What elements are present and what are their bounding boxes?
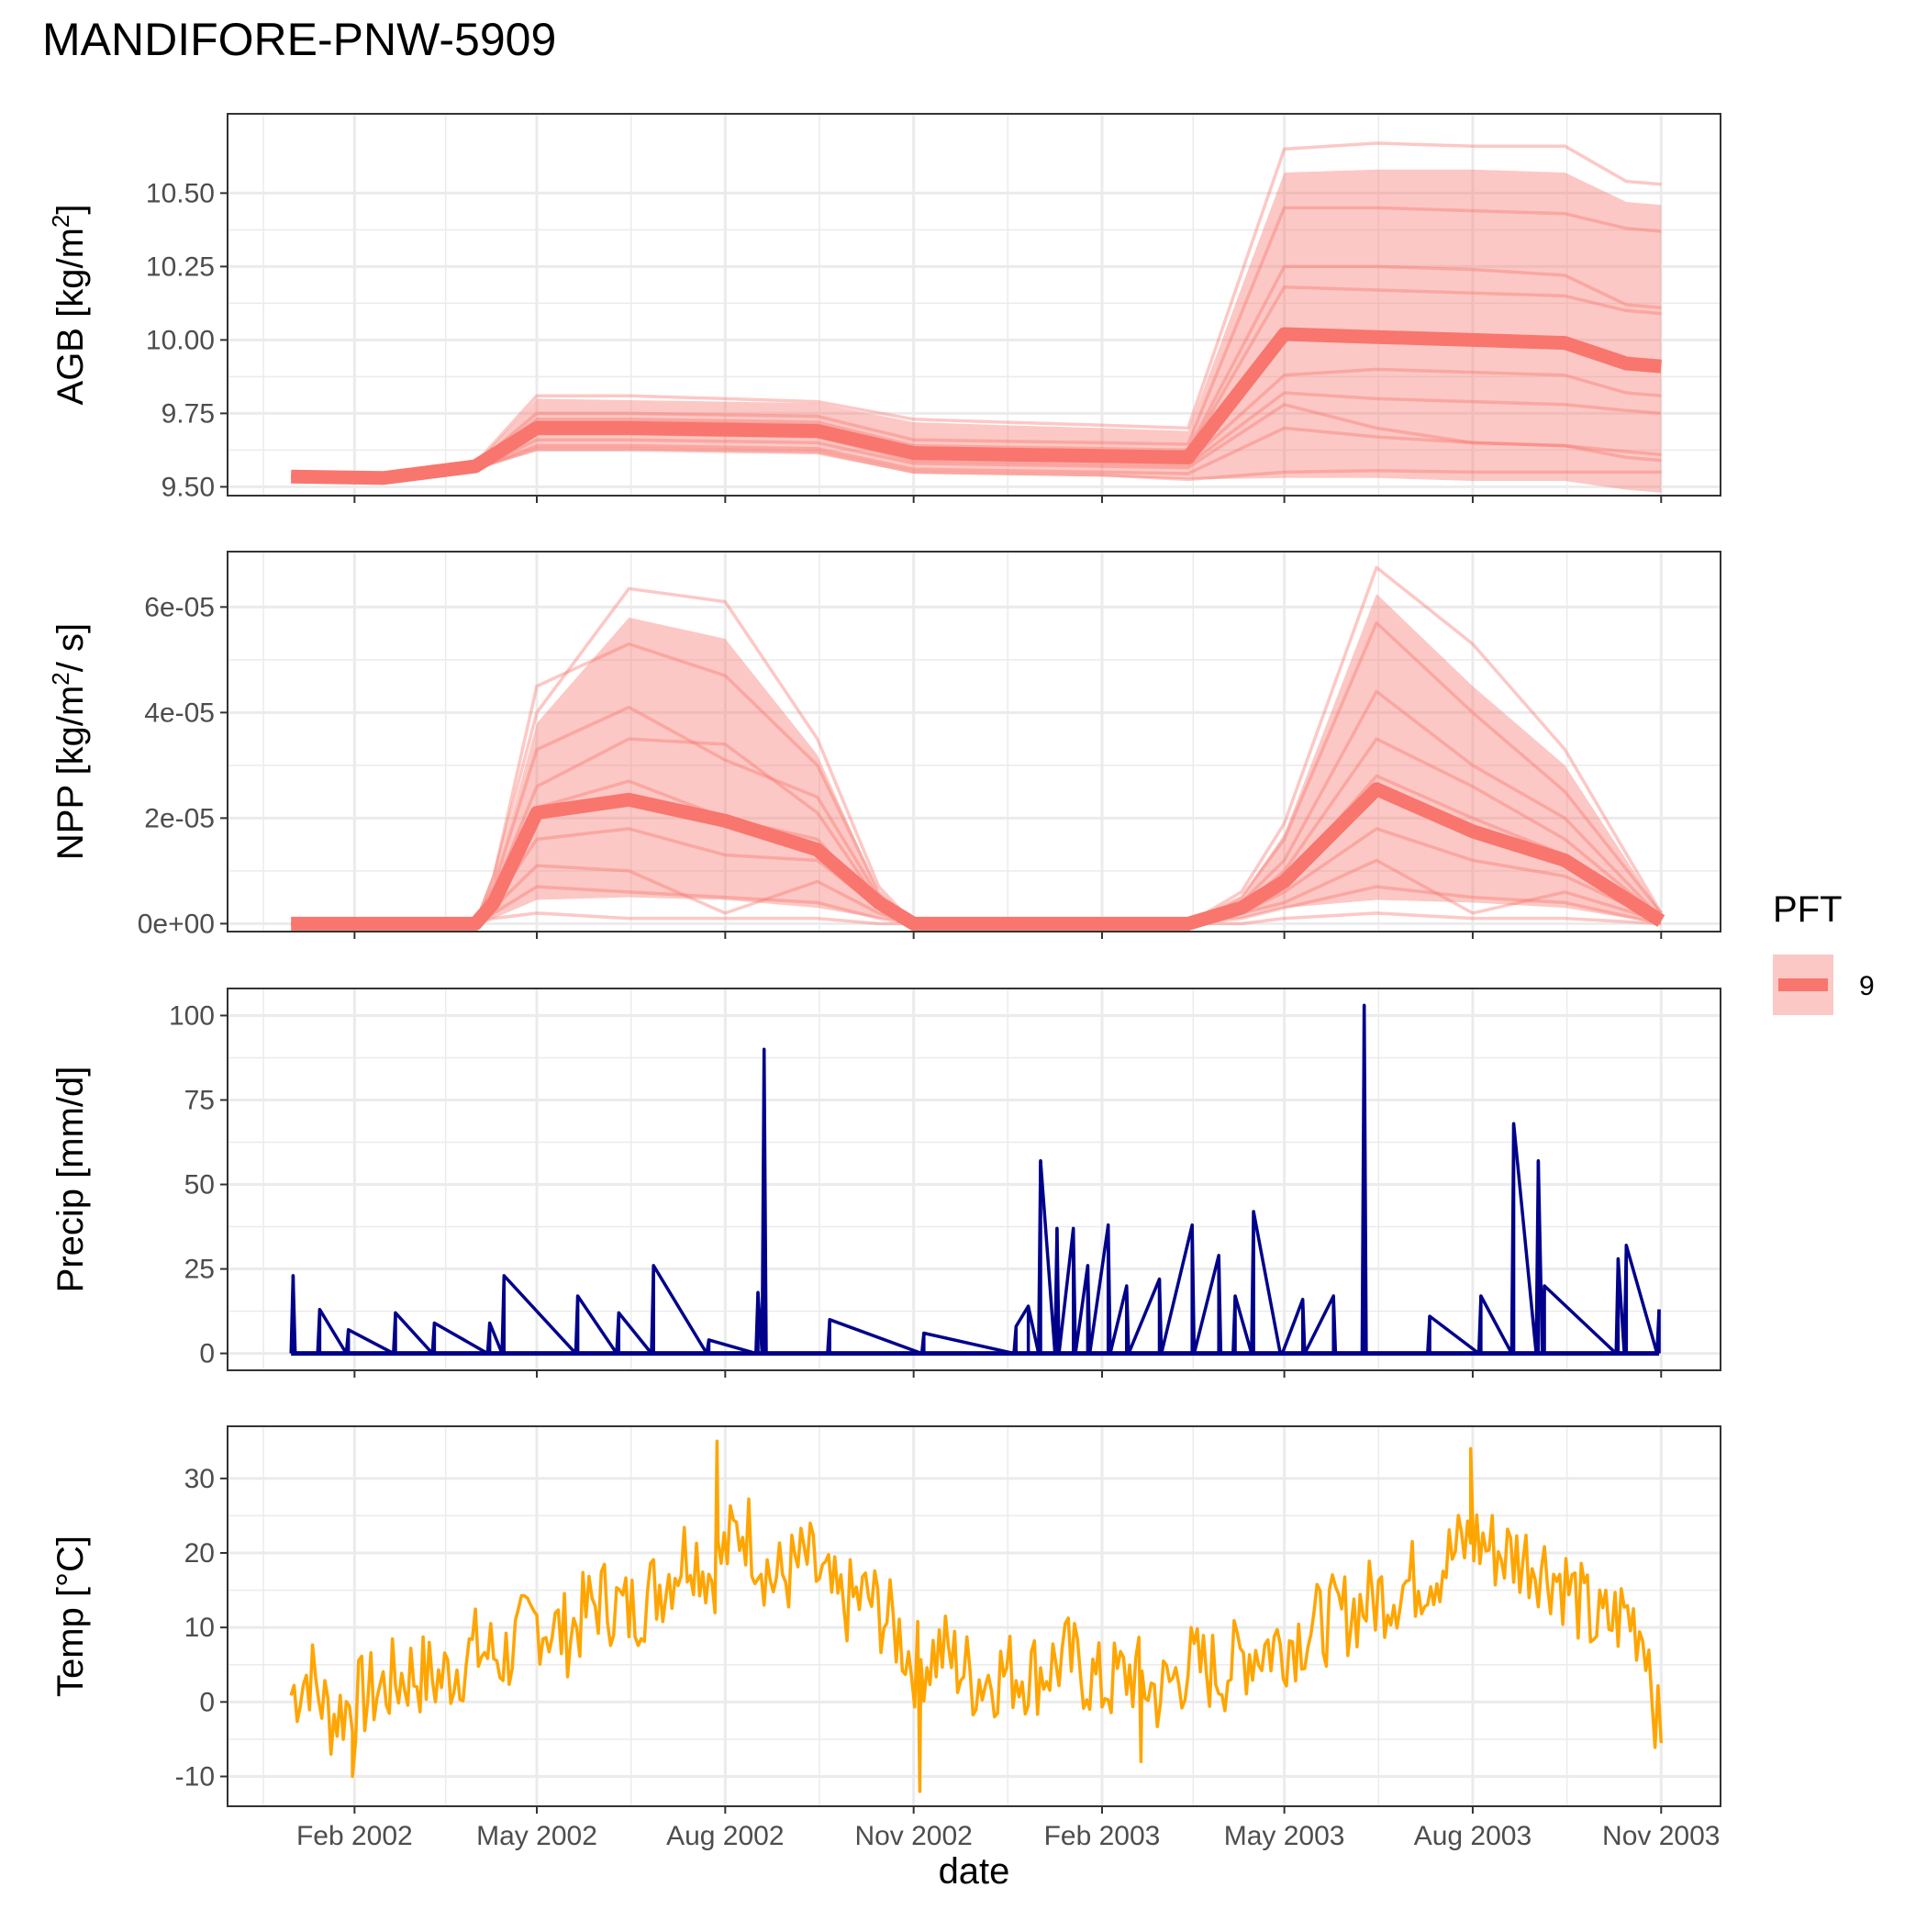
y-tick-label: 10.00 [146, 325, 215, 355]
ensemble-member-line [291, 447, 1662, 482]
ensemble-member-line [291, 911, 1662, 926]
y-tick-label: 0 [199, 1687, 215, 1717]
temp-panel-border [227, 1425, 1721, 1807]
ensemble-member-line [291, 206, 1662, 480]
y-tick-label: 0 [199, 1339, 215, 1369]
legend-item-label: 9 [1859, 971, 1875, 1001]
y-tick-label: 30 [184, 1464, 215, 1494]
precip-panel: 0 25 50 75 100 Precip [mm/d] [50, 988, 1721, 1378]
ensemble-mean-line [291, 782, 1665, 931]
temp-y-axis-title: Temp [°C] [50, 1536, 91, 1697]
temp-line [289, 1439, 1664, 1793]
agb-panel-border [227, 113, 1721, 497]
x-tick-label: Feb 2003 [1044, 1821, 1161, 1851]
ensemble-mean-line [291, 327, 1662, 486]
npp-panel-border [227, 551, 1721, 932]
y-tick-label: 2e-05 [144, 803, 215, 833]
x-tick-label: Nov 2002 [854, 1821, 972, 1851]
y-tick-label: 10.25 [146, 251, 215, 282]
ensemble-member-line [291, 141, 1662, 478]
y-tick-label: 10 [184, 1613, 215, 1643]
npp-panel: 0e+00 2e-05 4e-05 6e-05 NPP [kg/m2/ s] [47, 551, 1721, 939]
ensemble-member-line [291, 403, 1662, 482]
y-tick-label: 20 [184, 1538, 215, 1569]
x-tick-label: Feb 2002 [296, 1821, 413, 1851]
temp-panel: -10 0 10 20 30 Feb 2002 May 2002 Aug 2002 Nov 2… [50, 1425, 1721, 1851]
y-tick-label: 9.50 [162, 472, 215, 502]
x-axis-title: date [939, 1851, 1010, 1892]
uncertainty-band [291, 169, 1662, 493]
chart-title: MANDIFORE-PNW-5909 [42, 14, 557, 65]
legend: PFT 9 [1773, 889, 1875, 1015]
precip-y-axis-title: Precip [mm/d] [50, 1067, 91, 1293]
panel-background [228, 988, 1721, 1370]
x-tick-label: Aug 2003 [1414, 1821, 1532, 1851]
y-tick-label: 6e-05 [144, 592, 215, 622]
y-tick-label: 25 [184, 1255, 215, 1285]
x-tick-label: Nov 2003 [1602, 1821, 1720, 1851]
ensemble-member-line [291, 426, 1662, 482]
y-tick-label: 50 [184, 1170, 215, 1201]
y-tick-label: 10.50 [146, 178, 215, 208]
y-tick-label: -10 [175, 1762, 215, 1792]
y-tick-label: 75 [184, 1085, 215, 1115]
panel-background [228, 1426, 1721, 1806]
agb-panel: 9.50 9.75 10.00 10.25 10.50 AGB [kg/m2] [47, 113, 1721, 503]
x-tick-label: May 2003 [1224, 1821, 1345, 1851]
y-tick-label: 0e+00 [138, 909, 215, 939]
precip-panel-border [227, 988, 1721, 1371]
legend-title: PFT [1773, 889, 1843, 930]
y-tick-label: 4e-05 [144, 698, 215, 728]
npp-y-axis-title: NPP [kg/m2/ s] [47, 623, 91, 860]
y-tick-label: 100 [169, 1000, 215, 1031]
x-tick-label: Aug 2002 [666, 1821, 784, 1851]
agb-y-axis-title: AGB [kg/m2] [47, 205, 91, 406]
x-tick-label: May 2002 [476, 1821, 597, 1851]
y-tick-label: 9.75 [162, 398, 215, 429]
